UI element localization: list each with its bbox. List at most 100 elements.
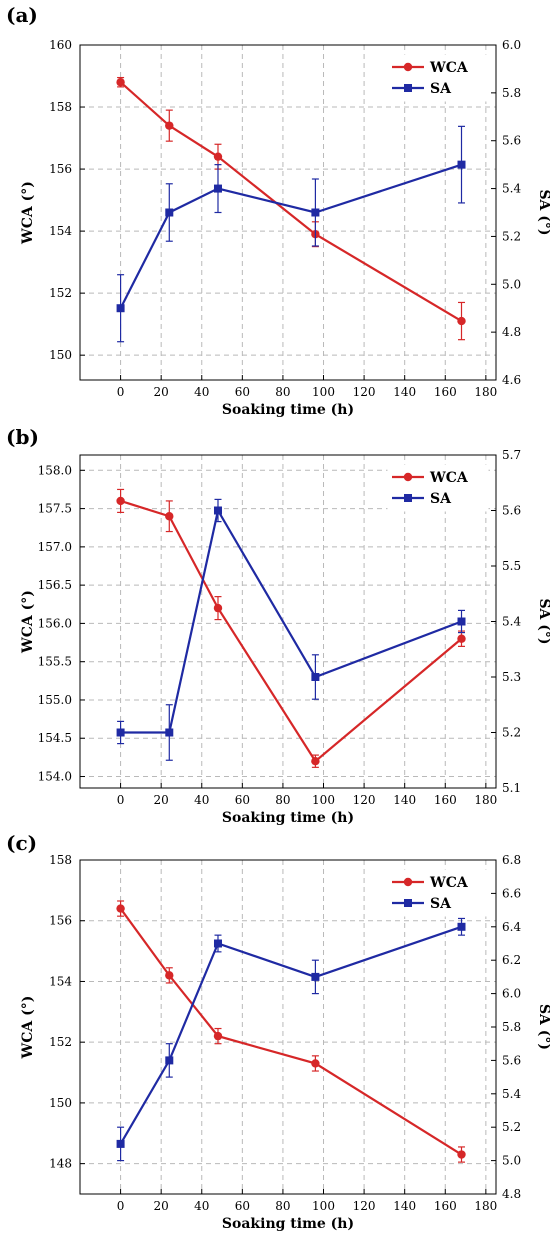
x-tick-label: 80 bbox=[275, 385, 290, 399]
legend-label: WCA bbox=[429, 470, 469, 486]
data-point bbox=[213, 184, 222, 193]
data-point bbox=[457, 922, 466, 931]
y-left-tick-label: 148 bbox=[49, 1157, 72, 1171]
data-point bbox=[165, 1056, 174, 1065]
data-point bbox=[311, 673, 320, 681]
data-point bbox=[457, 316, 466, 326]
y-left-tick-label: 150 bbox=[49, 1096, 72, 1110]
x-axis-title: Soaking time (h) bbox=[222, 810, 354, 826]
data-point bbox=[213, 1031, 223, 1041]
x-tick-label: 140 bbox=[393, 1199, 416, 1213]
y-left-tick-label: 160 bbox=[49, 38, 72, 52]
y-left-tick-label: 154.0 bbox=[38, 770, 72, 784]
x-tick-label: 80 bbox=[275, 1199, 290, 1213]
y-right-tick-label: 5.2 bbox=[502, 229, 521, 243]
data-point bbox=[165, 728, 174, 737]
series-line bbox=[119, 81, 463, 323]
y-left-axis-title: WCA (°) bbox=[20, 181, 36, 245]
x-tick-label: 140 bbox=[393, 793, 416, 807]
x-tick-label: 160 bbox=[434, 1199, 457, 1213]
data-point bbox=[116, 728, 125, 737]
series-line bbox=[120, 507, 462, 734]
y-left-tick-label: 156 bbox=[49, 162, 72, 176]
y-left-tick-label: 158.0 bbox=[38, 463, 72, 477]
y-left-axis-title: WCA (°) bbox=[20, 996, 36, 1060]
y-right-tick-label: 5.7 bbox=[502, 448, 521, 462]
x-tick-label: 60 bbox=[235, 385, 250, 399]
y-right-tick-label: 4.6 bbox=[502, 373, 521, 387]
legend-marker bbox=[404, 899, 412, 907]
y-left-tick-label: 156 bbox=[49, 914, 72, 928]
x-tick-label: 40 bbox=[194, 385, 209, 399]
legend-marker bbox=[403, 877, 413, 887]
data-point bbox=[311, 208, 320, 217]
x-tick-label: 0 bbox=[117, 793, 125, 807]
y-right-tick-label: 5.6 bbox=[502, 134, 521, 148]
series-sa bbox=[116, 125, 466, 343]
y-right-tick-label: 5.5 bbox=[502, 559, 521, 573]
y-right-axis-title: SA (°) bbox=[536, 1004, 550, 1050]
y-left-tick-label: 158 bbox=[49, 100, 72, 114]
legend-marker bbox=[403, 62, 413, 72]
y-left-axis-title: WCA (°) bbox=[20, 590, 36, 654]
y-left-tick-label: 154 bbox=[49, 974, 72, 988]
data-point bbox=[165, 971, 174, 980]
x-tick-label: 160 bbox=[434, 793, 457, 807]
x-tick-label: 0 bbox=[117, 385, 125, 399]
data-point bbox=[311, 1059, 320, 1068]
series-wca bbox=[116, 76, 466, 341]
y-right-tick-label: 5.6 bbox=[502, 504, 521, 518]
legend-label: SA bbox=[430, 491, 452, 507]
legend-label: WCA bbox=[429, 875, 469, 891]
series-line bbox=[119, 163, 462, 309]
chart-panel-3: (c) 0 20 40 60 80 100 120 140 160 180 148 150 152 154 1… bbox=[6, 831, 550, 1232]
y-left-tick-label: 152 bbox=[49, 1035, 72, 1049]
y-left-tick-label: 156.0 bbox=[38, 616, 72, 630]
data-point bbox=[116, 496, 125, 506]
y-right-tick-label: 6.0 bbox=[502, 987, 521, 1001]
series-wca bbox=[116, 488, 466, 768]
y-right-tick-label: 6.6 bbox=[502, 886, 521, 900]
x-tick-label: 0 bbox=[117, 1199, 125, 1213]
y-right-tick-label: 6.0 bbox=[502, 38, 521, 52]
legend-marker bbox=[404, 494, 412, 502]
x-tick-label: 40 bbox=[194, 1199, 209, 1213]
x-axis-title: Soaking time (h) bbox=[222, 402, 354, 418]
y-right-tick-label: 5.4 bbox=[502, 615, 521, 629]
data-point bbox=[165, 121, 174, 130]
y-right-tick-label: 5.8 bbox=[502, 1020, 521, 1034]
x-axis-title: Soaking time (h) bbox=[222, 1216, 354, 1232]
x-tick-label: 180 bbox=[474, 385, 497, 399]
y-right-tick-label: 5.0 bbox=[502, 277, 521, 291]
series-line bbox=[119, 925, 462, 1145]
plot-frame bbox=[79, 44, 497, 381]
legend-box bbox=[387, 869, 489, 917]
y-left-tick-label: 156.5 bbox=[38, 578, 72, 592]
data-point bbox=[213, 939, 222, 948]
legend-marker bbox=[404, 84, 412, 92]
data-point bbox=[213, 506, 222, 515]
y-right-axis-title: SA (°) bbox=[536, 189, 550, 235]
x-tick-label: 20 bbox=[154, 385, 169, 399]
y-left-tick-label: 155.5 bbox=[38, 655, 72, 669]
legend: WCA SA bbox=[387, 464, 489, 512]
legend-box bbox=[387, 464, 489, 512]
y-left-tick-label: 150 bbox=[49, 348, 72, 362]
y-right-tick-label: 6.2 bbox=[502, 953, 521, 967]
data-point bbox=[213, 603, 223, 613]
data-point bbox=[457, 1150, 466, 1159]
legend: WCA SA bbox=[387, 54, 489, 102]
x-tick-label: 100 bbox=[312, 793, 335, 807]
y-right-tick-label: 5.4 bbox=[502, 1087, 521, 1101]
x-tick-label: 120 bbox=[353, 1199, 376, 1213]
x-tick-label: 20 bbox=[154, 793, 169, 807]
panel-label: (b) bbox=[6, 425, 39, 449]
x-tick-label: 160 bbox=[434, 385, 457, 399]
x-tick-label: 80 bbox=[275, 793, 290, 807]
data-point bbox=[116, 304, 125, 313]
y-right-tick-label: 5.2 bbox=[502, 726, 521, 740]
legend-marker bbox=[403, 472, 413, 482]
y-right-tick-label: 5.3 bbox=[502, 670, 521, 684]
data-point bbox=[116, 904, 125, 913]
